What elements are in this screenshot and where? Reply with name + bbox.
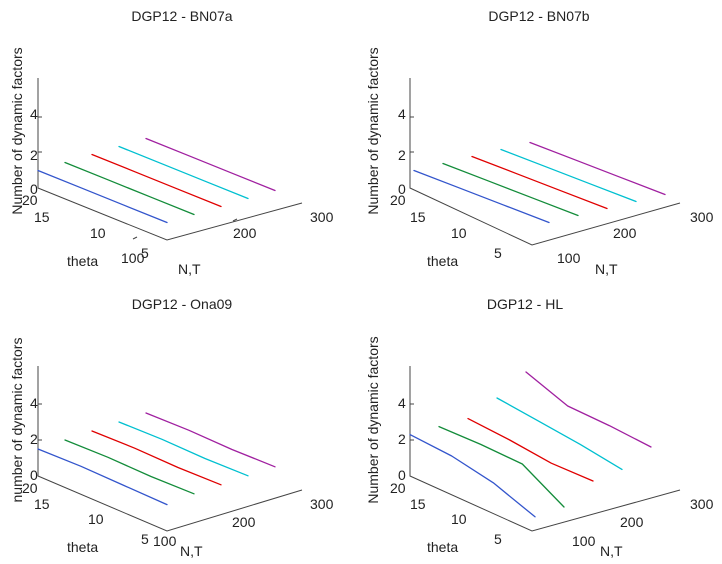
x-tick-label: 100 [121, 250, 145, 266]
series-line [413, 169, 550, 224]
panel-title: DGP12 - HL [487, 296, 563, 312]
x-tick-label: 300 [310, 209, 334, 225]
y-tick-label: 15 [34, 496, 50, 512]
series-line [500, 148, 637, 203]
panel-title: DGP12 - BN07a [131, 8, 232, 24]
y-tick-label: 10 [451, 511, 467, 527]
axes-frame [37, 366, 303, 532]
panel-title: DGP12 - BN07b [488, 8, 589, 24]
z-tick-label: 0 [30, 181, 38, 197]
x-tick-label: 300 [310, 496, 334, 512]
z-axis-label: number of dynamic factors [9, 338, 25, 503]
series-line [145, 412, 276, 468]
x-axis-label: N,T [595, 261, 618, 277]
y-axis-label: theta [427, 253, 458, 269]
panel-bn07a: DGP12 - BN07a Number of dynamic factors … [9, 8, 334, 277]
x-axis-label: N,T [600, 543, 623, 559]
x-tick-label: 200 [233, 225, 257, 241]
y-tick-label: 20 [390, 480, 406, 496]
y-tick-label: 5 [141, 531, 149, 547]
z-tick-label: 4 [30, 395, 38, 411]
x-axis-label: N,T [180, 543, 203, 559]
series-line [64, 439, 195, 495]
x-tick-label: 100 [572, 533, 596, 549]
series-line [442, 162, 579, 217]
panel-hl: DGP12 - HL Number of dynamic factors N,T… [365, 296, 714, 559]
series-line [525, 371, 652, 448]
z-tick-label: 2 [398, 147, 406, 163]
y-tick-label: 10 [451, 225, 467, 241]
panel-title: DGP12 - Ona09 [132, 296, 233, 312]
y-tick-label: 5 [141, 245, 149, 261]
x-axis-label: N,T [178, 261, 201, 277]
y-tick-label: 20 [390, 192, 406, 208]
y-tick-label: 15 [410, 496, 426, 512]
series-line [409, 433, 536, 518]
z-tick-label: 2 [398, 431, 406, 447]
series-line [118, 421, 249, 477]
axes-frame [409, 366, 681, 532]
series-line [91, 430, 222, 486]
z-axis-label: Number of dynamic factors [9, 47, 25, 214]
series-layer [409, 371, 652, 518]
z-tick-label: 4 [398, 106, 406, 122]
series-line [496, 397, 623, 471]
x-tick-mark [232, 218, 238, 222]
x-tick-label: 300 [690, 209, 714, 225]
x-tick-label: 100 [557, 250, 581, 266]
y-tick-label: 20 [22, 480, 38, 496]
z-tick-label: 0 [398, 181, 406, 197]
series-line [529, 141, 666, 196]
series-layer [413, 141, 666, 224]
y-axis-label: theta [67, 539, 98, 555]
panel-ona09: DGP12 - Ona09 number of dynamic factors … [9, 296, 334, 559]
z-axis-label: Number of dynamic factors [365, 336, 381, 503]
series-line [145, 137, 276, 192]
z-tick-label: 2 [30, 147, 38, 163]
x-tick-label: 100 [153, 533, 177, 549]
x-tick-label: 200 [232, 514, 256, 530]
series-line [467, 417, 594, 482]
x-tick-label: 200 [613, 225, 637, 241]
series-line [91, 153, 222, 208]
series-line [471, 155, 608, 210]
axes-frame [409, 78, 681, 246]
series-line [438, 425, 565, 508]
series-line [118, 145, 249, 200]
z-tick-label: 2 [30, 431, 38, 447]
z-tick-label: 4 [30, 106, 38, 122]
x-tick-label: 200 [620, 514, 644, 530]
z-tick-label: 0 [398, 467, 406, 483]
axes-frame [37, 78, 303, 241]
series-line [37, 169, 168, 224]
y-tick-label: 5 [494, 531, 502, 547]
y-tick-label: 20 [22, 192, 38, 208]
y-tick-label: 5 [494, 245, 502, 261]
y-axis-label: theta [427, 539, 458, 555]
series-layer [37, 137, 276, 224]
x-tick-label: 300 [690, 496, 714, 512]
series-line [37, 448, 168, 506]
panel-bn07b: DGP12 - BN07b Number of dynamic factors … [365, 8, 714, 277]
y-tick-label: 15 [34, 209, 50, 225]
y-axis-label: theta [67, 253, 98, 269]
series-layer [37, 412, 276, 506]
y-tick-label: 10 [90, 225, 106, 241]
y-tick-label: 15 [410, 209, 426, 225]
y-tick-label: 10 [88, 511, 104, 527]
z-axis-label: Number of dynamic factors [365, 47, 381, 214]
x-tick-mark [132, 236, 138, 240]
z-tick-label: 4 [398, 395, 406, 411]
series-line [64, 161, 195, 216]
z-tick-label: 0 [30, 467, 38, 483]
